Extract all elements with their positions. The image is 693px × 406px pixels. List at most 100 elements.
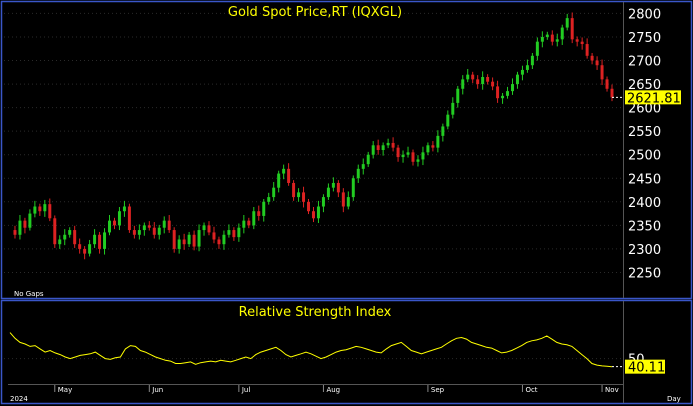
candle-body xyxy=(381,145,385,150)
candle-body xyxy=(117,211,121,226)
candle-body xyxy=(257,211,261,216)
candle-body xyxy=(575,39,579,42)
candle-body xyxy=(525,65,529,70)
candle-body xyxy=(112,220,116,226)
rsi-last-value-box xyxy=(625,359,665,374)
candle-body xyxy=(361,164,365,169)
candle-body xyxy=(376,145,380,150)
candle-body xyxy=(346,197,350,207)
month-labels: May Jun Jul Aug Sep Oct Nov xyxy=(54,385,619,394)
month-label: Oct xyxy=(525,386,537,394)
candle-body xyxy=(78,244,82,249)
candle-body xyxy=(491,81,495,87)
candle-body xyxy=(351,178,355,198)
price-tick-labels: 2250 2300 2350 2400 2450 2500 2550 2600 2650 2700… xyxy=(628,7,661,281)
rsi-panel-border xyxy=(0,299,693,405)
rsi-last-value: 40.11 xyxy=(628,361,665,376)
price-tick-label: 2500 xyxy=(628,149,661,164)
candle-body xyxy=(550,34,554,42)
candle-body xyxy=(406,152,410,155)
candle-body xyxy=(38,206,42,212)
price-chart-title: Gold Spot Price,RT (IQXGL) xyxy=(228,5,402,20)
candle-body xyxy=(436,135,440,148)
rsi-chart-title: Relative Strength Index xyxy=(239,305,392,320)
candle-body xyxy=(356,168,360,179)
candle-body xyxy=(167,220,171,231)
price-tick-label: 2550 xyxy=(628,125,661,140)
candle-body xyxy=(33,206,37,214)
candle-body xyxy=(277,173,281,188)
price-tick-label: 2300 xyxy=(628,243,661,258)
candle-body xyxy=(53,218,57,245)
candle-body xyxy=(242,220,246,228)
candle-body xyxy=(336,182,340,193)
month-label: May xyxy=(58,386,72,394)
candle-body xyxy=(142,225,146,231)
candle-body xyxy=(108,220,111,233)
candle-body xyxy=(222,234,226,245)
price-last-value: 2621.81 xyxy=(627,91,681,106)
candle-body xyxy=(127,206,131,231)
candle-body xyxy=(197,230,201,247)
candle-body xyxy=(386,142,390,146)
candle-body xyxy=(515,74,519,85)
candle-body xyxy=(481,77,485,85)
candle-body xyxy=(98,234,102,249)
candle-body xyxy=(311,211,315,219)
candle-body xyxy=(456,88,460,103)
candle-body xyxy=(496,86,500,99)
candle-body xyxy=(600,65,604,80)
candle-body xyxy=(247,220,251,226)
candle-body xyxy=(137,230,141,235)
year-label: 2024 xyxy=(10,395,28,403)
candle-body xyxy=(287,168,291,183)
candle-body xyxy=(466,74,470,80)
candle-body xyxy=(565,18,569,28)
candle-body xyxy=(431,145,435,148)
candle-body xyxy=(461,79,465,89)
month-label: Aug xyxy=(326,386,340,394)
candle-body xyxy=(262,201,266,216)
price-tick-label: 2250 xyxy=(628,266,661,281)
candle-body xyxy=(147,225,151,228)
candle-body xyxy=(172,230,176,249)
price-tick-label: 2450 xyxy=(628,172,661,187)
price-tick-label: 2650 xyxy=(628,78,661,93)
rsi-line xyxy=(9,332,613,368)
candle-body xyxy=(506,91,510,96)
candle-body xyxy=(58,239,62,245)
candle-body xyxy=(162,220,166,228)
candle-body xyxy=(421,152,425,160)
candle-body xyxy=(152,227,156,235)
candle-body xyxy=(605,79,609,89)
candle-body xyxy=(73,230,77,245)
price-last-value-tag: 2621.81 xyxy=(612,90,681,106)
month-label: Sep xyxy=(431,386,445,394)
candle-body xyxy=(13,230,17,235)
no-gaps-note: No Gaps xyxy=(14,290,44,298)
candle-body xyxy=(83,248,87,254)
candle-body xyxy=(366,154,370,165)
month-label: Jul xyxy=(241,386,251,394)
candle-body xyxy=(570,18,574,40)
candle-body xyxy=(580,41,584,45)
candle-body xyxy=(530,55,534,66)
candle-body xyxy=(157,227,161,235)
candle-body xyxy=(227,230,231,235)
month-label: Jun xyxy=(151,386,163,394)
candle-body xyxy=(476,79,480,85)
candle-body xyxy=(187,234,191,245)
candle-body xyxy=(18,220,22,235)
price-tick-label: 2750 xyxy=(628,31,661,46)
price-gridlines xyxy=(4,12,623,273)
candle-body xyxy=(555,39,559,42)
candle-body xyxy=(122,206,126,212)
candle-body xyxy=(595,60,599,66)
candle-body xyxy=(610,88,614,98)
rsi-last-value-tag: 40.11 xyxy=(612,359,665,376)
candle-body xyxy=(282,168,286,174)
candle-body xyxy=(371,145,375,155)
candle-body xyxy=(177,239,181,249)
candle-body xyxy=(416,159,420,162)
